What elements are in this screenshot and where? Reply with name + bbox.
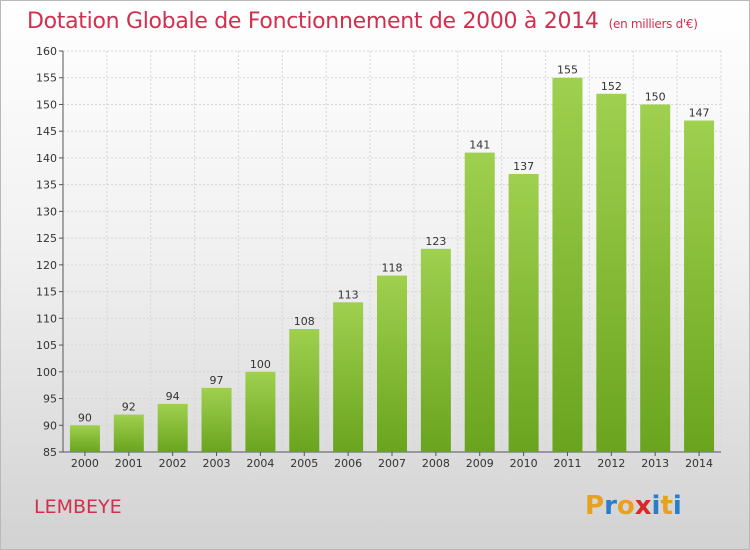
y-tick-label: 145 — [36, 125, 57, 138]
x-tick-label: 2014 — [685, 457, 713, 470]
proxiti-logo[interactable]: Proxiti — [585, 491, 682, 521]
x-tick-label: 2009 — [466, 457, 494, 470]
bar — [552, 77, 583, 452]
bar-value-label: 94 — [166, 390, 180, 403]
y-tick-label: 155 — [36, 72, 57, 85]
bar-value-label: 97 — [210, 374, 224, 387]
x-tick-label: 2005 — [290, 457, 318, 470]
bar-value-label: 92 — [122, 401, 136, 414]
bar — [333, 302, 364, 452]
bar — [464, 152, 495, 452]
bar-value-label: 123 — [425, 235, 446, 248]
y-tick-label: 150 — [36, 98, 57, 111]
chart-title-text: Dotation Globale de Fonctionnement de 20… — [27, 9, 599, 34]
logo-letter: t — [660, 491, 673, 521]
x-tick-label: 2010 — [510, 457, 538, 470]
bar — [69, 425, 100, 452]
y-tick-label: 160 — [36, 45, 57, 58]
bar — [508, 173, 539, 452]
y-tick-label: 95 — [43, 393, 57, 406]
y-tick-label: 85 — [43, 446, 57, 459]
bar-value-label: 150 — [645, 90, 666, 103]
labels: 85 90 95 100 105 110 115 120 125 130 135 140 145 150 1… — [36, 45, 713, 470]
y-tick-label: 105 — [36, 339, 57, 352]
bar — [157, 403, 188, 452]
bar — [113, 414, 144, 452]
bar-value-label: 118 — [382, 262, 403, 275]
logo-letter: x — [634, 491, 652, 521]
bar — [289, 329, 320, 452]
bar-value-label: 100 — [250, 358, 271, 371]
y-tick-label: 100 — [36, 366, 57, 379]
chart-unit: (en milliers d'€) — [608, 17, 698, 31]
x-tick-label: 2006 — [334, 457, 362, 470]
commune-name: LEMBEYE — [34, 496, 122, 518]
bar — [684, 120, 715, 453]
y-tick-label: 130 — [36, 205, 57, 218]
chart-title: Dotation Globale de Fonctionnement de 20… — [27, 9, 698, 34]
x-tick-label: 2012 — [597, 457, 625, 470]
logo-letter: P — [585, 491, 605, 521]
bar-value-label: 113 — [338, 288, 359, 301]
x-tick-label: 2000 — [71, 457, 99, 470]
bar — [377, 275, 407, 452]
bar-value-label: 108 — [294, 315, 315, 328]
bars — [69, 77, 715, 453]
y-tick-label: 115 — [36, 286, 57, 299]
logo-letter: i — [672, 491, 682, 521]
y-tick-label: 140 — [36, 152, 57, 165]
bar-value-label: 137 — [513, 160, 534, 173]
bar — [201, 387, 232, 452]
bar — [596, 93, 627, 453]
bar — [640, 104, 671, 452]
logo-letter: i — [651, 491, 661, 521]
bar — [420, 248, 451, 452]
y-tick-label: 110 — [36, 312, 57, 325]
y-tick-label: 125 — [36, 232, 57, 245]
bar-value-label: 90 — [78, 411, 92, 424]
x-tick-label: 2004 — [246, 457, 274, 470]
x-tick-label: 2002 — [159, 457, 187, 470]
x-tick-label: 2007 — [378, 457, 406, 470]
bar-value-label: 147 — [689, 107, 710, 120]
y-tick-label: 120 — [36, 259, 57, 272]
y-tick-label: 135 — [36, 179, 57, 192]
bar-value-label: 152 — [601, 80, 622, 93]
x-tick-label: 2011 — [553, 457, 581, 470]
y-tick-label: 90 — [43, 419, 57, 432]
bar — [245, 371, 276, 452]
x-tick-label: 2003 — [203, 457, 231, 470]
bar-value-label: 141 — [469, 139, 490, 152]
bar-value-label: 155 — [557, 64, 578, 77]
x-tick-label: 2013 — [641, 457, 669, 470]
x-tick-label: 2001 — [115, 457, 143, 470]
logo-letter: o — [616, 491, 635, 521]
logo-letter: r — [604, 491, 617, 521]
x-tick-label: 2008 — [422, 457, 450, 470]
